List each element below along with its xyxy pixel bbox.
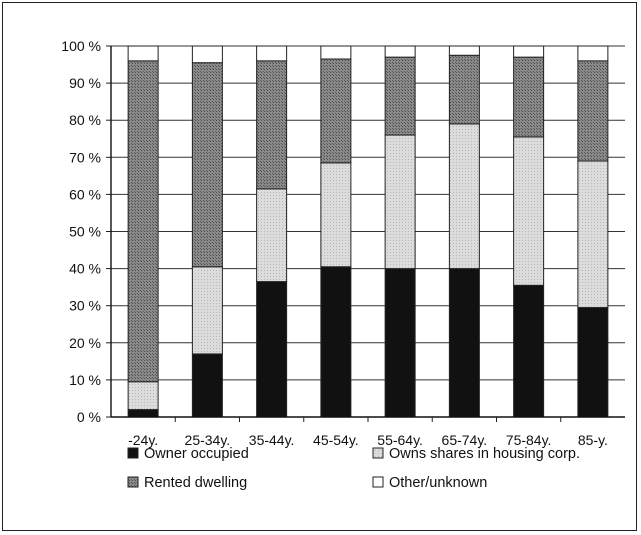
bar-segment <box>513 56 545 138</box>
bar-segment <box>127 381 159 411</box>
bar-segment <box>577 45 609 62</box>
bar-segment <box>191 353 223 418</box>
y-tick-label: 50 % <box>69 224 101 240</box>
x-tick-label: 35-44y. <box>249 432 295 448</box>
bar-segment <box>320 58 352 164</box>
bar-segment <box>191 266 223 355</box>
legend-label: Owner occupied <box>144 446 249 462</box>
bar-segment <box>384 56 416 136</box>
x-tick-label: 65-74y. <box>442 432 488 448</box>
legend-label: Owns shares in housing corp. <box>389 446 580 462</box>
bar-segment <box>256 281 288 418</box>
bar-segment <box>320 266 352 418</box>
legend: Owner occupied Owns shares in housing cor… <box>127 446 580 491</box>
x-tick-label: 85-y. <box>578 432 608 448</box>
bar-segment <box>448 123 480 270</box>
bar-segment <box>320 45 352 60</box>
bar-segment <box>191 62 223 268</box>
bar-segment <box>513 284 545 418</box>
bar-segment <box>127 409 159 418</box>
x-tick-label: 75-84y. <box>506 432 552 448</box>
bar-segment <box>448 45 480 56</box>
y-tick-label: 40 % <box>69 261 101 277</box>
bar-segment <box>448 268 480 418</box>
bar-segment <box>384 268 416 418</box>
bar-segment <box>127 45 159 62</box>
y-tick-label: 10 % <box>69 372 101 388</box>
legend-swatch <box>372 476 384 488</box>
x-tick-label: 55-64y. <box>377 432 423 448</box>
bar-segment <box>256 45 288 62</box>
bar-segment <box>384 45 416 58</box>
gridlines <box>111 45 625 381</box>
y-tick-label: 80 % <box>69 112 101 128</box>
axes: 0 % 10 % 20 % 30 % 40 % 50 % 60 % 70 % 80 % 90 % 1… <box>61 38 625 448</box>
y-tick-label: 90 % <box>69 75 101 91</box>
y-tick-label: 60 % <box>69 186 101 202</box>
bar-segment <box>256 60 288 190</box>
bar-segment <box>191 45 223 64</box>
bar-segment <box>577 160 609 309</box>
legend-label: Other/unknown <box>389 475 487 491</box>
bar-segment <box>448 54 480 125</box>
bar-segment <box>513 136 545 286</box>
bar-segment <box>256 188 288 283</box>
bar-segment <box>320 162 352 268</box>
bar-segment <box>513 45 545 58</box>
y-tick-label: 70 % <box>69 149 101 165</box>
chart-frame: 0 % 10 % 20 % 30 % 40 % 50 % 60 % 70 % 80 % 90 % 1… <box>2 2 637 531</box>
bar-segment <box>577 60 609 162</box>
x-tick-label: 45-54y. <box>313 432 359 448</box>
bars <box>127 45 609 418</box>
legend-swatch <box>127 476 139 488</box>
x-tick-label: -24y. <box>128 432 158 448</box>
legend-swatch <box>127 447 139 459</box>
x-tick-label: 25-34y. <box>185 432 231 448</box>
bar-segment <box>384 134 416 270</box>
stacked-bar-chart: 0 % 10 % 20 % 30 % 40 % 50 % 60 % 70 % 80 % 90 % 1… <box>61 38 625 491</box>
y-tick-label: 20 % <box>69 335 101 351</box>
y-tick-label: 0 % <box>77 409 101 425</box>
y-tick-label: 30 % <box>69 298 101 314</box>
legend-label: Rented dwelling <box>144 475 247 491</box>
legend-swatch <box>372 447 384 459</box>
y-tick-label: 100 % <box>61 38 101 54</box>
bar-segment <box>577 307 609 418</box>
bar-segment <box>127 60 159 383</box>
